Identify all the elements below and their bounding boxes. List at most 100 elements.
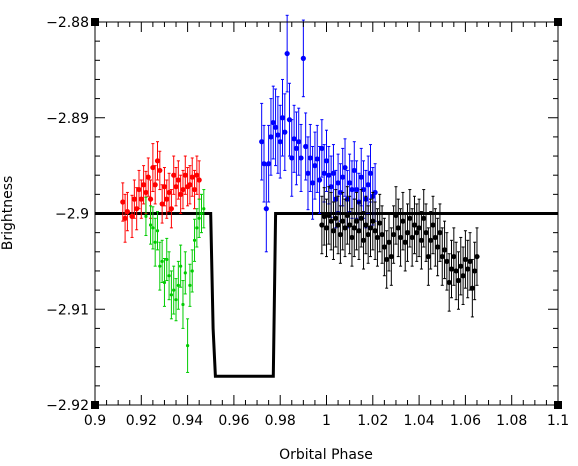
- data-point: [300, 55, 306, 61]
- data-point: [351, 167, 357, 174]
- data-point: [169, 293, 173, 297]
- data-point: [391, 231, 397, 238]
- data-point: [393, 212, 399, 219]
- x-tick-label: 1.08: [496, 413, 527, 429]
- data-point: [259, 139, 265, 145]
- data-point: [340, 218, 346, 224]
- data-point: [175, 177, 181, 183]
- data-point: [384, 256, 390, 263]
- data-point: [363, 222, 369, 228]
- data-point: [282, 129, 288, 135]
- data-point: [312, 163, 318, 169]
- data-point: [428, 237, 434, 243]
- x-tick-label: 1.02: [357, 413, 388, 429]
- model-curve: [95, 212, 558, 378]
- data-point: [199, 211, 204, 216]
- frame-corner-marker: [91, 401, 99, 409]
- data-point: [351, 225, 357, 231]
- data-point: [340, 174, 346, 180]
- x-tick-label: 0.98: [265, 413, 296, 429]
- data-point: [458, 263, 464, 269]
- data-point: [202, 207, 206, 211]
- data-point: [386, 239, 392, 245]
- x-tick-label: 1.1: [547, 413, 569, 429]
- data-point: [270, 119, 276, 126]
- data-point: [344, 212, 350, 219]
- x-axis-label: Orbital Phase: [279, 447, 373, 463]
- data-point: [298, 155, 304, 161]
- y-tick-label: −2.88: [46, 15, 89, 31]
- data-point: [319, 145, 325, 151]
- data-point: [335, 180, 341, 186]
- data-point: [286, 117, 293, 123]
- frame-corners: [91, 18, 562, 409]
- data-point: [441, 247, 448, 253]
- data-point: [190, 269, 194, 273]
- data-point: [400, 218, 406, 224]
- data-point: [323, 225, 330, 231]
- data-point: [266, 161, 272, 167]
- series-3: [319, 186, 480, 318]
- data-point: [430, 222, 436, 228]
- data-point: [183, 271, 187, 275]
- data-point: [152, 182, 158, 188]
- frame-corner-marker: [554, 401, 562, 409]
- data-point: [372, 228, 378, 234]
- data-point: [316, 177, 323, 183]
- data-point: [136, 186, 142, 193]
- data-point: [347, 222, 353, 228]
- data-point: [129, 213, 135, 219]
- data-point: [173, 184, 179, 190]
- data-point: [342, 164, 348, 171]
- data-point: [395, 225, 401, 231]
- data-point: [268, 134, 274, 140]
- data-point: [168, 206, 174, 212]
- series-0: [120, 141, 202, 243]
- series-1: [144, 189, 206, 373]
- data-point: [425, 253, 431, 260]
- x-tick-label: 1.04: [404, 413, 435, 429]
- data-point: [307, 155, 313, 161]
- data-point: [377, 220, 383, 226]
- data-point: [148, 223, 153, 227]
- x-tick-label: 0.9: [84, 413, 106, 429]
- data-point: [360, 237, 367, 243]
- data-point: [455, 277, 462, 284]
- data-point: [356, 228, 362, 234]
- data-point: [160, 259, 164, 263]
- data-point: [188, 283, 192, 287]
- data-point: [319, 222, 325, 228]
- data-point: [397, 234, 404, 241]
- y-tick-label: −2.91: [46, 302, 89, 318]
- data-point: [293, 145, 300, 151]
- data-point: [279, 115, 286, 121]
- data-point: [150, 164, 156, 171]
- data-point: [365, 182, 371, 188]
- data-point: [263, 206, 269, 212]
- frame-corner-marker: [91, 18, 99, 26]
- data-point: [147, 196, 154, 202]
- x-tick-label: 0.92: [126, 413, 157, 429]
- data-point: [161, 184, 168, 190]
- data-point: [342, 225, 348, 231]
- data-point: [172, 288, 176, 292]
- data-point: [303, 143, 309, 150]
- data-point: [365, 231, 371, 238]
- data-point: [182, 172, 188, 178]
- data-point: [349, 234, 355, 241]
- data-point: [328, 218, 334, 224]
- data-point: [291, 136, 297, 142]
- data-point: [367, 225, 374, 231]
- data-point: [164, 196, 170, 202]
- data-point: [335, 222, 341, 228]
- data-point: [138, 196, 144, 202]
- data-point: [145, 174, 151, 180]
- data-point: [120, 199, 126, 205]
- data-point: [171, 172, 177, 178]
- data-point: [165, 257, 169, 262]
- data-point: [141, 182, 147, 188]
- data-point: [460, 273, 466, 279]
- data-point: [166, 189, 172, 196]
- data-point: [421, 215, 427, 221]
